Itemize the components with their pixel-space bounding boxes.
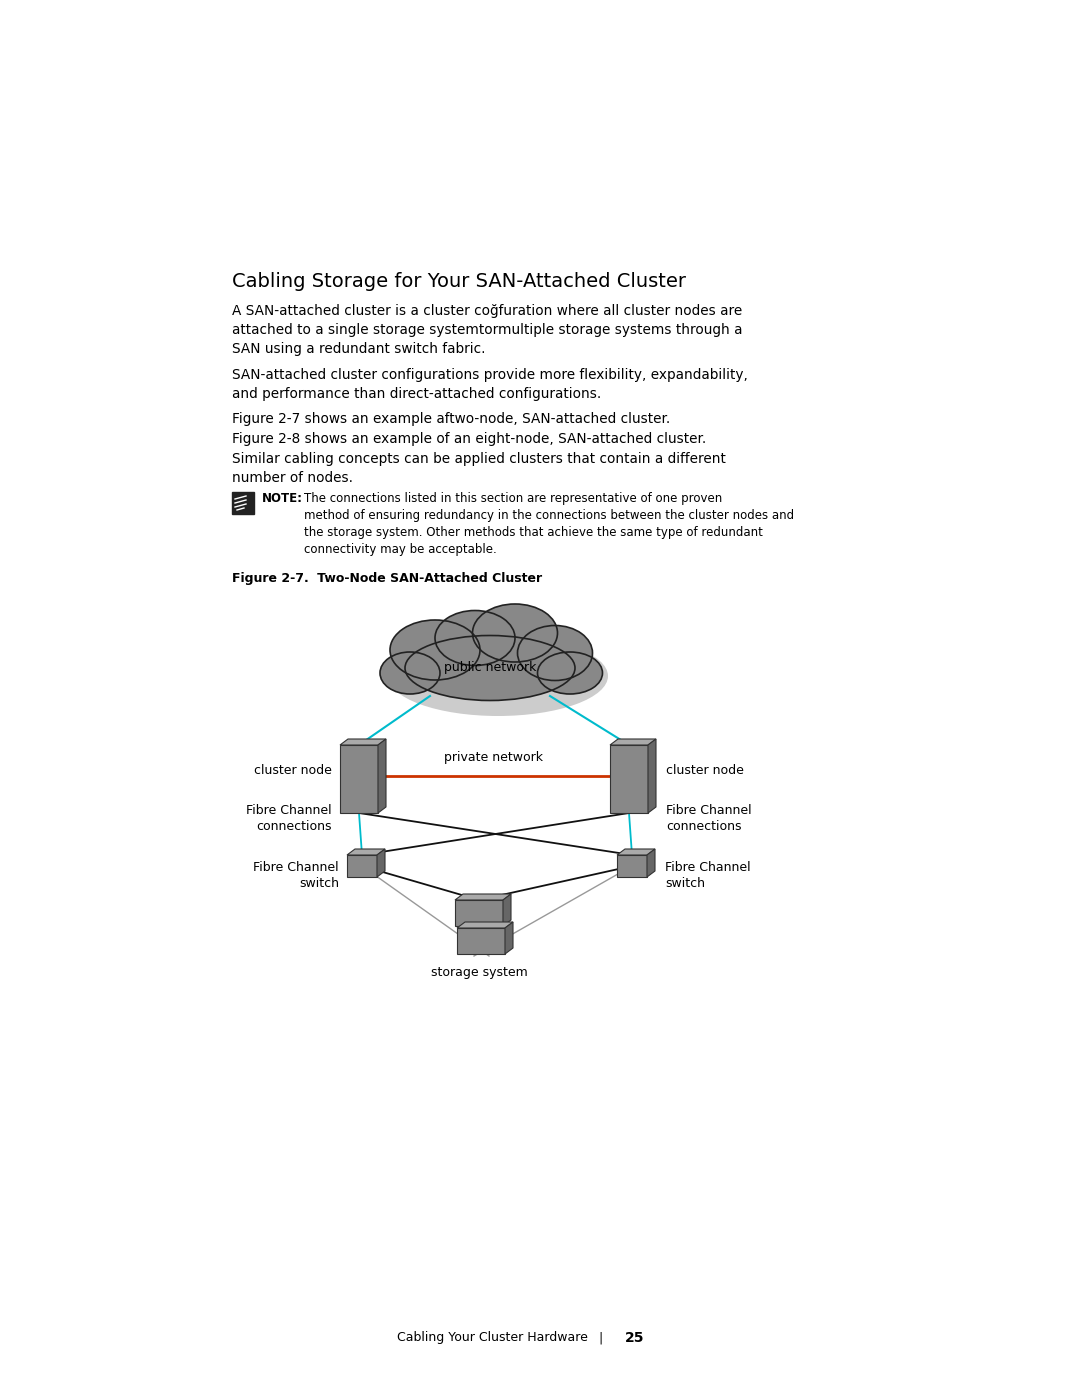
Polygon shape xyxy=(378,739,386,813)
Text: Figure 2-7.: Figure 2-7. xyxy=(232,571,309,585)
Text: Figure 2-7 shows an example aftwo-node, SAN-attached cluster.: Figure 2-7 shows an example aftwo-node, … xyxy=(232,412,671,426)
Text: |: | xyxy=(598,1331,603,1344)
Polygon shape xyxy=(347,849,384,855)
Text: Figure 2-8 shows an example of an eight-node, SAN-attached cluster.: Figure 2-8 shows an example of an eight-… xyxy=(232,432,706,446)
Text: cluster node: cluster node xyxy=(254,764,332,778)
Ellipse shape xyxy=(390,620,480,680)
Polygon shape xyxy=(647,849,654,877)
Ellipse shape xyxy=(473,604,557,662)
Text: The connections listed in this section are representative of one proven
method o: The connections listed in this section a… xyxy=(303,492,794,556)
Polygon shape xyxy=(457,928,505,954)
Ellipse shape xyxy=(388,636,608,717)
Polygon shape xyxy=(377,849,384,877)
Text: Fibre Channel
connections: Fibre Channel connections xyxy=(246,805,332,833)
Text: Two-Node SAN-Attached Cluster: Two-Node SAN-Attached Cluster xyxy=(303,571,542,585)
Text: Fibre Channel
switch: Fibre Channel switch xyxy=(665,861,751,890)
Polygon shape xyxy=(610,739,656,745)
Text: 25: 25 xyxy=(625,1331,645,1345)
Text: Similar cabling concepts can be applied clusters that contain a different
number: Similar cabling concepts can be applied … xyxy=(232,453,726,485)
Polygon shape xyxy=(455,900,503,926)
Ellipse shape xyxy=(380,652,440,694)
Polygon shape xyxy=(340,745,378,813)
Polygon shape xyxy=(648,739,656,813)
Text: private network: private network xyxy=(445,750,543,764)
Text: public network: public network xyxy=(444,662,536,675)
Ellipse shape xyxy=(405,636,575,700)
Polygon shape xyxy=(347,855,377,877)
Polygon shape xyxy=(457,922,513,928)
FancyBboxPatch shape xyxy=(232,492,254,514)
Polygon shape xyxy=(505,922,513,954)
Polygon shape xyxy=(617,855,647,877)
Text: Cabling Your Cluster Hardware: Cabling Your Cluster Hardware xyxy=(397,1331,588,1344)
Polygon shape xyxy=(503,894,511,926)
Ellipse shape xyxy=(538,652,603,694)
Text: Cabling Storage for Your SAN-Attached Cluster: Cabling Storage for Your SAN-Attached Cl… xyxy=(232,272,686,291)
Ellipse shape xyxy=(435,610,515,665)
Text: SAN-attached cluster configurations provide more flexibility, expandability,
and: SAN-attached cluster configurations prov… xyxy=(232,367,747,401)
Text: cluster node: cluster node xyxy=(666,764,744,778)
Text: NOTE:: NOTE: xyxy=(262,492,303,504)
Polygon shape xyxy=(617,849,654,855)
Text: A SAN-attached cluster is a cluster coğfuration where all cluster nodes are
atta: A SAN-attached cluster is a cluster coğf… xyxy=(232,305,743,356)
Text: Fibre Channel
switch: Fibre Channel switch xyxy=(254,861,339,890)
Polygon shape xyxy=(340,739,386,745)
Polygon shape xyxy=(455,894,511,900)
Text: storage system: storage system xyxy=(431,965,527,979)
Polygon shape xyxy=(610,745,648,813)
Ellipse shape xyxy=(517,626,593,680)
Text: Fibre Channel
connections: Fibre Channel connections xyxy=(666,805,752,833)
